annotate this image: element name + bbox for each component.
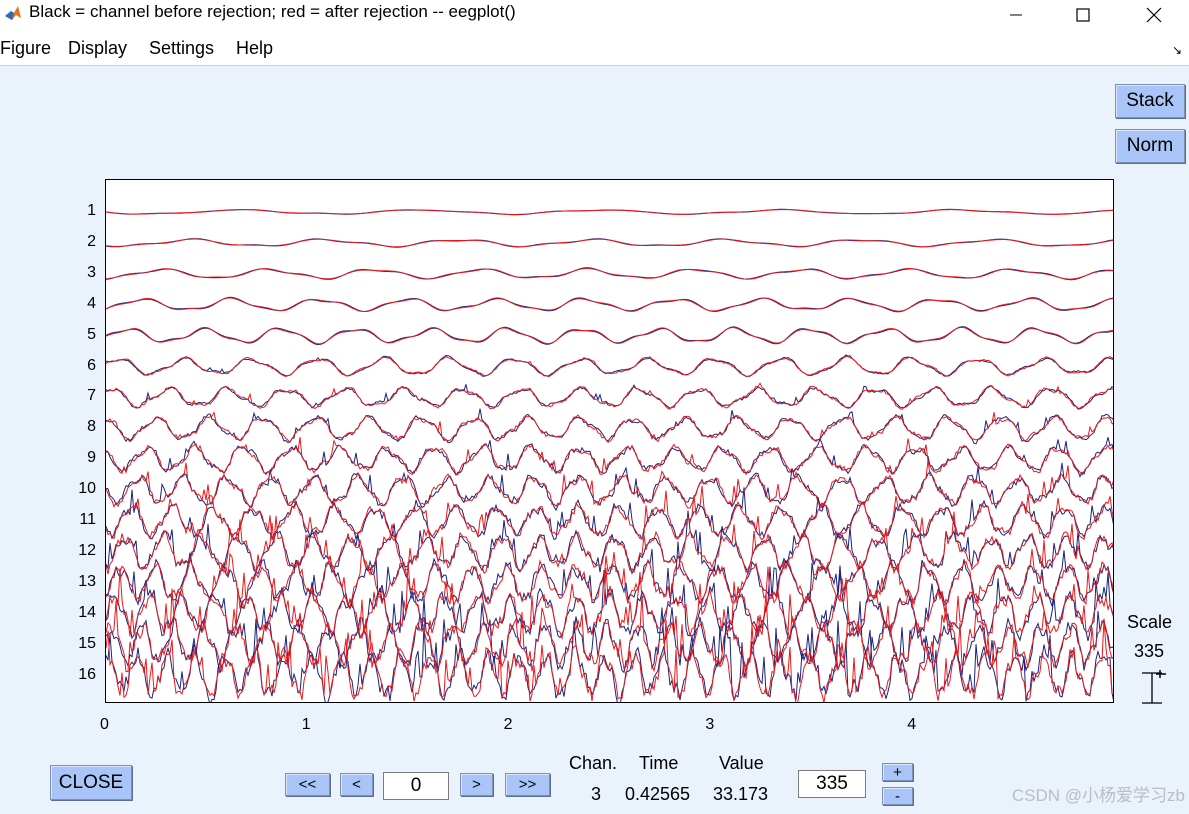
value-label: Value [719, 753, 764, 773]
menu-help[interactable]: Help [236, 38, 274, 58]
channel-label: 12 [78, 541, 96, 559]
trace-after-rejection [106, 268, 1113, 280]
close-window-button[interactable] [1131, 0, 1177, 30]
trace-after-rejection [106, 382, 1113, 410]
trace-after-rejection [106, 547, 1113, 608]
title-bar: Black = channel before rejection; red = … [0, 0, 1189, 30]
stack-button[interactable]: Stack [1115, 84, 1185, 118]
trace-after-rejection [106, 562, 1113, 641]
trace-after-rejection [106, 238, 1113, 248]
scale-increase-button[interactable]: + [882, 763, 913, 781]
time-tick-label: 3 [705, 716, 715, 733]
dock-arrow-icon[interactable]: ↘ [1171, 43, 1182, 57]
scale-value: 335 [1134, 641, 1165, 661]
chan-readout: 3 [591, 784, 602, 804]
channel-label: 3 [87, 263, 96, 281]
first-page-button[interactable]: << [285, 773, 330, 796]
trace-after-rejection [106, 618, 1113, 702]
trace-after-rejection [106, 297, 1113, 313]
trace-after-rejection [106, 588, 1113, 675]
close-button[interactable]: CLOSE [50, 765, 132, 800]
channel-label: 1 [87, 202, 96, 219]
scale-bar-icon [1142, 670, 1166, 704]
channel-label: 16 [78, 665, 96, 683]
menu-settings[interactable]: Settings [149, 38, 215, 58]
trace-after-rejection [106, 411, 1113, 444]
trace-after-rejection [106, 485, 1113, 542]
time-tick-label: 1 [301, 716, 311, 733]
time-tick-label: 4 [907, 716, 917, 733]
channel-label: 4 [87, 294, 96, 312]
trace-before-rejection [106, 408, 1113, 445]
channel-label: 13 [78, 572, 96, 590]
watermark: CSDN @小杨爱学习zb [1011, 786, 1185, 805]
value-readout: 33.173 [713, 784, 769, 804]
channel-label: 14 [78, 603, 96, 621]
trace-after-rejection [106, 511, 1113, 577]
prev-page-button[interactable]: < [340, 773, 373, 796]
trace-before-rejection [106, 565, 1113, 642]
eeg-traces [106, 208, 1113, 702]
channel-label: 6 [87, 356, 96, 374]
close-icon [1146, 7, 1162, 23]
norm-button[interactable]: Norm [1115, 129, 1185, 163]
trace-after-rejection [106, 355, 1113, 378]
time-readout: 0.42565 [625, 784, 691, 804]
trace-after-rejection [106, 209, 1113, 215]
minimize-button[interactable] [993, 0, 1039, 30]
trace-before-rejection [106, 326, 1113, 346]
chan-label: Chan. [569, 753, 618, 773]
trace-after-rejection [106, 460, 1113, 509]
time-tick-label: 2 [503, 716, 513, 733]
channel-label: 7 [87, 387, 96, 405]
channel-label: 2 [87, 232, 96, 250]
time-position-input[interactable]: 0 [383, 772, 449, 800]
trace-before-rejection [106, 462, 1113, 512]
scale-input[interactable]: 335 [798, 770, 866, 798]
trace-after-rejection [106, 326, 1113, 345]
channel-label: 9 [87, 449, 96, 467]
minimize-icon [1010, 14, 1022, 16]
menu-figure[interactable]: Figure [0, 38, 52, 58]
channel-label: 11 [79, 511, 96, 528]
eeg-plot-area[interactable] [105, 179, 1114, 703]
scale-decrease-button[interactable]: - [882, 787, 913, 805]
channel-label: 5 [87, 325, 96, 343]
menu-bar: Figure Display Settings Help ↘ [0, 30, 1189, 66]
trace-before-rejection [106, 437, 1113, 478]
trace-before-rejection [106, 618, 1113, 702]
maximize-button[interactable] [1060, 0, 1106, 30]
scale-label: Scale [1127, 612, 1173, 632]
channel-label: 10 [78, 480, 96, 498]
channel-label: 8 [87, 418, 96, 436]
next-page-button[interactable]: > [460, 773, 493, 796]
time-tick-label: 0 [100, 716, 109, 733]
trace-after-rejection [106, 437, 1113, 476]
window-title: Black = channel before rejection; red = … [29, 2, 516, 21]
maximize-icon [1076, 8, 1090, 22]
last-page-button[interactable]: >> [505, 773, 550, 796]
menu-display[interactable]: Display [68, 38, 128, 58]
channel-label: 15 [78, 634, 96, 652]
time-label: Time [639, 753, 679, 773]
matlab-logo-icon [4, 4, 22, 22]
